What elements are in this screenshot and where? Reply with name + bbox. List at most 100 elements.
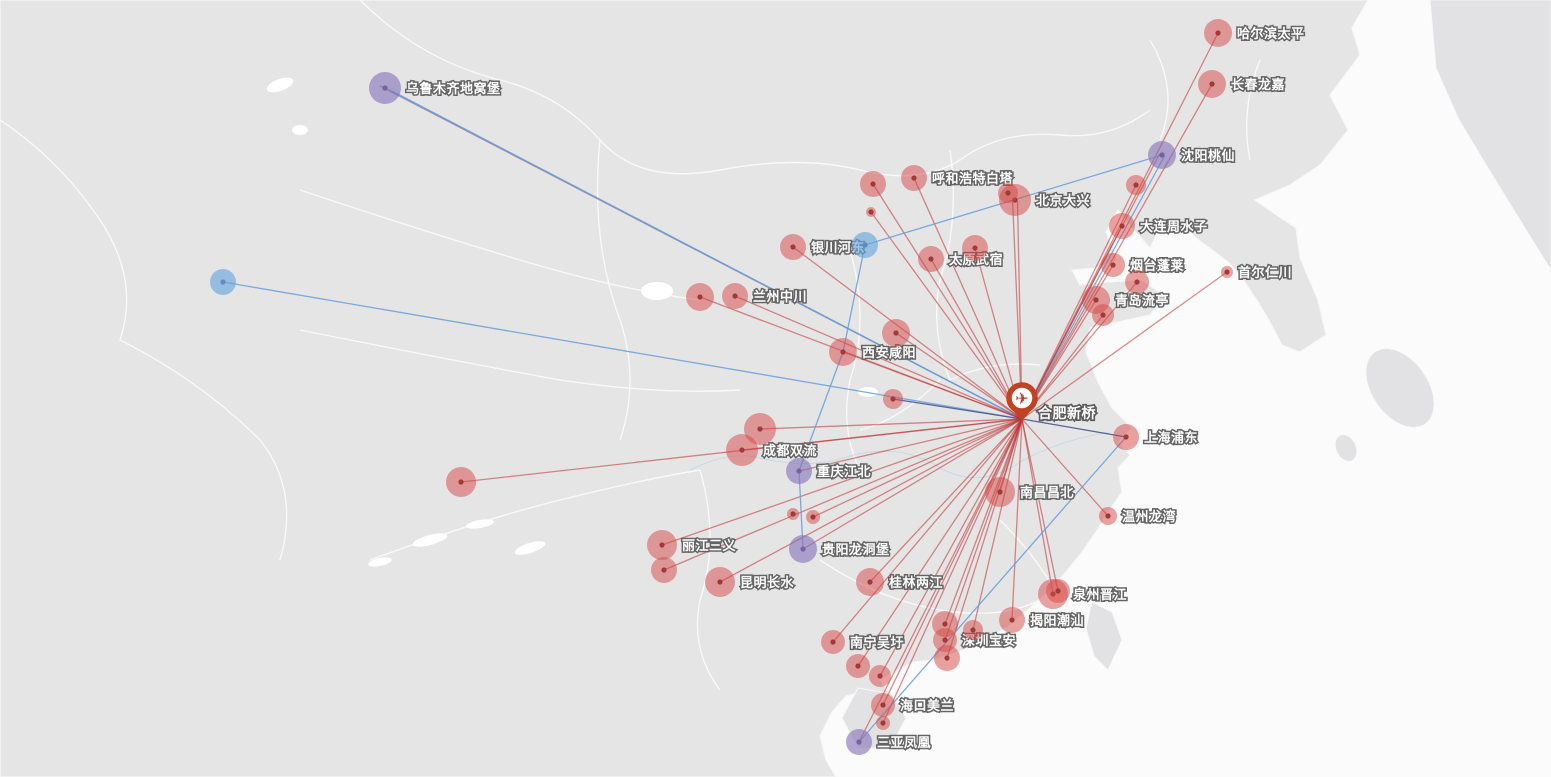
hub-label: 合肥新桥 [1038,405,1096,421]
airport-label: 成都双流 [763,443,817,458]
airport-marker[interactable] [883,389,903,409]
airport-label: 重庆江北 [817,464,871,479]
airport-label: 南宁吴圩 [850,635,904,650]
airport-center-dot [972,245,978,251]
route-line [842,244,866,353]
airport-center-dot [877,673,883,679]
route-line [879,418,1023,677]
route-line [759,418,1023,430]
route-line [944,418,1023,625]
airport-marker-长春龙嘉[interactable]: 长春龙嘉 [1198,70,1286,98]
airport-marker-重庆江北[interactable]: 重庆江北 [786,458,872,484]
airport-marker-温州龙湾[interactable]: 温州龙湾 [1099,507,1177,526]
landmass-northeast-coast [1429,0,1551,271]
airport-marker-丽江三义[interactable]: 丽江三义 [647,530,738,560]
airport-marker-南昌昌北[interactable]: 南昌昌北 [985,477,1075,507]
route-line [1021,418,1127,438]
airport-label: 乌鲁木齐地窝堡 [406,81,501,96]
airport-center-dot [928,256,934,262]
airport-marker-银川河东[interactable]: 银川河东 [780,234,866,260]
airport-marker-首尔仁川[interactable]: 首尔仁川 [1221,264,1293,282]
airport-marker[interactable] [998,183,1018,203]
airport-marker[interactable] [1126,175,1146,195]
airport-marker[interactable] [934,645,960,671]
airport-label: 丽江三义 [682,538,737,553]
airport-center-dot [840,349,846,355]
airport-center-dot [862,242,868,248]
airport-marker-南宁吴圩[interactable]: 南宁吴圩 [821,630,905,654]
airport-marker-海口美兰[interactable]: 海口美兰 [871,693,955,717]
route-line [798,351,844,472]
route-line [663,418,1023,571]
airport-label: 海口美兰 [900,698,954,713]
airport-marker-贵阳龙洞堡[interactable]: 贵阳龙洞堡 [789,535,891,563]
airport-center-dot [790,511,796,517]
airport-marker-成都双流[interactable]: 成都双流 [726,434,818,466]
airport-label: 沈阳桃仙 [1181,148,1235,163]
airport-marker[interactable] [860,171,886,197]
airport-marker[interactable] [210,269,236,295]
airport-marker-沈阳桃仙[interactable]: 沈阳桃仙 [1148,141,1236,169]
airport-marker[interactable] [446,467,476,497]
airport-center-dot [880,702,886,708]
airport-marker[interactable] [787,508,799,520]
airport-center-dot [1009,617,1015,623]
airport-marker[interactable] [686,283,714,311]
airport-marker[interactable] [963,620,983,640]
airport-center-dot [732,293,738,299]
airport-marker-乌鲁木齐地窝堡[interactable]: 乌鲁木齐地窝堡 [369,72,502,104]
hub-marker[interactable]: ✈ 合肥新桥 [1006,382,1098,423]
airport-marker[interactable] [962,235,988,261]
airport-marker[interactable] [882,319,910,347]
airport-center-dot [855,663,861,669]
airport-marker-兰州中川[interactable]: 兰州中川 [722,283,808,309]
airport-marker-昆明长水[interactable]: 昆明长水 [705,567,796,597]
airport-marker[interactable] [1092,304,1114,326]
airport-marker-烟台蓬莱[interactable]: 烟台蓬莱 [1101,253,1185,277]
airport-marker-西安咸阳[interactable]: 西安咸阳 [829,338,917,366]
airport-label: 长春龙嘉 [1231,77,1285,92]
airport-label: 桂林两江 [888,575,943,590]
route-line [1021,418,1059,592]
airport-marker-三亚凤凰[interactable]: 三亚凤凰 [846,729,932,755]
airport-marker-大连周水子[interactable]: 大连周水子 [1109,213,1209,239]
airport-marker[interactable] [651,557,677,583]
lakes [266,77,878,567]
airport-marker[interactable] [869,665,891,687]
airport-marker-呼和浩特白塔[interactable]: 呼和浩特白塔 [901,165,1015,191]
airport-marker-哈尔滨太平[interactable]: 哈尔滨太平 [1204,19,1306,47]
airport-center-dot [868,209,874,215]
airport-label: 青岛流亭 [1115,293,1169,308]
airport-center-dot [659,542,665,548]
route-line [734,295,1023,420]
airport-marker[interactable] [806,510,820,524]
island-taiwan [1085,601,1123,671]
airport-center-dot [997,489,1003,495]
airport-marker[interactable] [846,654,870,678]
airport-marker[interactable] [852,232,878,258]
airport-label: 烟台蓬莱 [1130,258,1184,273]
airport-marker-揭阳潮汕[interactable]: 揭阳潮汕 [999,607,1085,633]
airport-marker[interactable] [866,207,876,217]
airport-center-dot [880,720,886,726]
airport-label: 揭阳潮汕 [1030,613,1084,628]
airport-center-dot [458,479,464,485]
route-line [870,211,1023,420]
airport-marker[interactable] [744,413,776,445]
airport-label: 温州龙湾 [1122,509,1176,524]
airport-marker[interactable] [1125,270,1149,294]
airport-label: 哈尔滨太平 [1237,26,1305,41]
airport-label: 贵阳龙洞堡 [822,542,890,557]
airport-marker[interactable] [876,716,890,730]
airport-marker-上海浦东[interactable]: 上海浦东 [1113,424,1199,450]
airport-center-dot [890,396,896,402]
airport-marker[interactable] [932,611,958,637]
airport-marker-桂林两江[interactable]: 桂林两江 [856,568,944,596]
airport-label: 呼和浩特白塔 [932,171,1014,186]
route-line [1011,418,1023,621]
airport-marker[interactable] [1046,579,1070,603]
route-line [798,418,1023,472]
airport-marker-青岛流亭[interactable]: 青岛流亭 [1082,286,1170,314]
